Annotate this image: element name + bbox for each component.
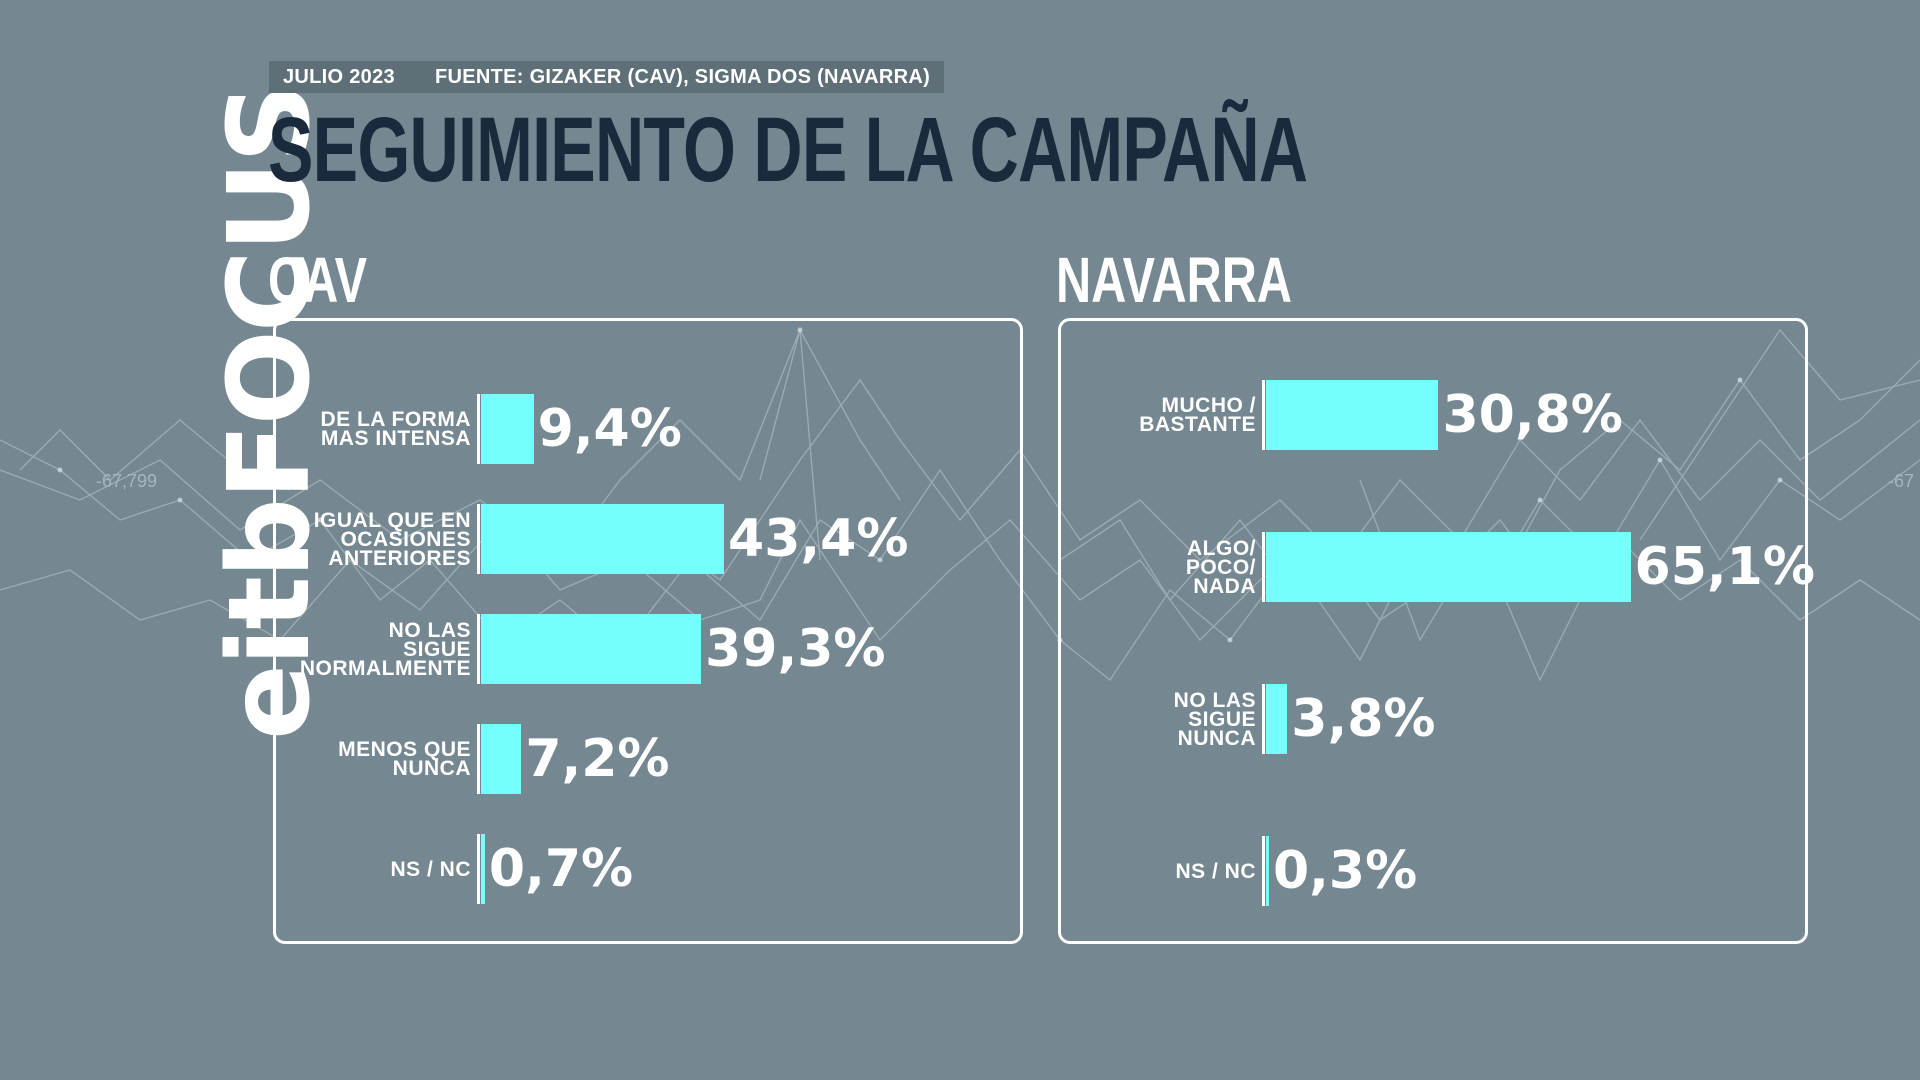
- navarra-category-label: MUCHO / BASTANTE: [1139, 380, 1256, 450]
- category-label-line: NO LAS: [388, 618, 471, 642]
- cav-bar-row: DE LA FORMA MAS INTENSA 9,4%: [276, 394, 1026, 464]
- cav-bar: [481, 614, 702, 684]
- cav-bar-row: IGUAL QUE EN OCASIONES ANTERIORES 43,4%: [276, 504, 1026, 574]
- cav-category-label: DE LA FORMA MAS INTENSA: [320, 394, 471, 464]
- cav-category-label: NO LAS SIGUE NORMALMENTE: [300, 614, 471, 684]
- cav-bar: [481, 724, 522, 794]
- navarra-value-label: 3,8%: [1291, 689, 1436, 749]
- cav-axis-line: [477, 724, 480, 794]
- cav-bar: [481, 504, 725, 574]
- cav-axis-line: [477, 614, 480, 684]
- navarra-value-label: 65,1%: [1634, 537, 1815, 597]
- navarra-title: NAVARRA: [1056, 244, 1292, 316]
- source-strip: JULIO 2023 FUENTE: GIZAKER (CAV), SIGMA …: [269, 61, 945, 93]
- navarra-bar-row: MUCHO / BASTANTE 30,8%: [1061, 380, 1811, 450]
- cav-value-label: 9,4%: [537, 399, 682, 459]
- category-label-line: POCO/: [1185, 555, 1256, 579]
- watermark-number-right: -67: [1888, 471, 1914, 491]
- category-label-line: NADA: [1193, 574, 1256, 598]
- cav-axis-line: [477, 394, 480, 464]
- navarra-bar-row: ALGO/POCO/NADA 65,1%: [1061, 532, 1815, 602]
- category-label-line: NO LAS: [1173, 688, 1256, 712]
- cav-category-label: MENOS QUE NUNCA: [338, 724, 471, 794]
- navarra-axis-line: [1262, 380, 1265, 450]
- navarra-category-label: ALGO/POCO/NADA: [1186, 532, 1256, 602]
- watermark-number: -67,799: [96, 471, 157, 491]
- cav-bar-row: NO LAS SIGUE NORMALMENTE 39,3%: [276, 614, 1026, 684]
- cav-value-label: 7,2%: [525, 729, 670, 789]
- category-label-line: DE LA FORMA: [320, 408, 471, 431]
- navarra-bar-row: NO LAS SIGUE NUNCA 3,8%: [1061, 684, 1811, 754]
- cav-chart-panel: DE LA FORMA MAS INTENSA 9,4% IGUAL QUE EN OC…: [273, 318, 1023, 944]
- cav-bar: [481, 834, 485, 904]
- category-label-line: SIGUE: [403, 637, 471, 661]
- cav-axis-line: [477, 504, 480, 574]
- category-label-line: NS / NC: [1175, 859, 1256, 883]
- cav-axis-line: [477, 834, 480, 904]
- category-label-line: OCASIONES: [340, 527, 471, 551]
- cav-category-label: IGUAL QUE EN OCASIONES ANTERIORES: [314, 504, 471, 574]
- navarra-bar: [1266, 684, 1288, 754]
- navarra-value-label: 0,3%: [1273, 841, 1418, 901]
- navarra-axis-line: [1262, 836, 1265, 906]
- category-label-line: SIGUE: [1188, 707, 1256, 731]
- cav-value-label: 43,4%: [728, 509, 909, 569]
- navarra-bar-row: NS / NC 0,3%: [1061, 836, 1811, 906]
- navarra-axis-line: [1262, 532, 1265, 602]
- page-title: SEGUIMIENTO DE LA CAMPAÑA: [268, 99, 1308, 201]
- cav-value-label: 39,3%: [705, 619, 886, 679]
- category-label-line: MENOS QUE: [338, 738, 471, 761]
- category-label-line: NORMALMENTE: [299, 656, 471, 680]
- cav-value-label: 0,7%: [488, 839, 634, 899]
- category-label-line: BASTANTE: [1139, 413, 1256, 436]
- navarra-chart-panel: MUCHO / BASTANTE 30,8% ALGO/POCO/NADA 65,1% N…: [1058, 318, 1815, 944]
- cav-bar-row: NS / NC 0,7%: [276, 834, 1026, 904]
- category-label-line: ALGO/: [1187, 536, 1256, 560]
- category-label-line: MUCHO /: [1161, 394, 1256, 417]
- category-label-line: MAS INTENSA: [320, 427, 471, 450]
- cav-category-label: NS / NC: [390, 834, 471, 904]
- navarra-value-label: 30,8%: [1442, 385, 1623, 445]
- category-label-line: ANTERIORES: [328, 546, 471, 570]
- navarra-axis-line: [1262, 684, 1265, 754]
- navarra-bar: [1266, 836, 1269, 906]
- source-label: FUENTE: GIZAKER (CAV), SIGMA DOS (NAVARR…: [434, 65, 931, 88]
- category-label-line: IGUAL QUE EN: [313, 508, 471, 532]
- navarra-category-label: NS / NC: [1175, 836, 1256, 906]
- category-label-line: NS / NC: [390, 857, 471, 881]
- navarra-bar: [1266, 380, 1439, 450]
- navarra-bar: [1266, 532, 1631, 602]
- cav-bar: [481, 394, 534, 464]
- category-label-line: NUNCA: [392, 757, 471, 780]
- cav-bar-row: MENOS QUE NUNCA 7,2%: [276, 724, 1026, 794]
- category-label-line: NUNCA: [1177, 726, 1256, 750]
- date-label: JULIO 2023: [283, 65, 395, 88]
- cav-title: CAV: [268, 244, 368, 316]
- navarra-category-label: NO LAS SIGUE NUNCA: [1174, 684, 1256, 754]
